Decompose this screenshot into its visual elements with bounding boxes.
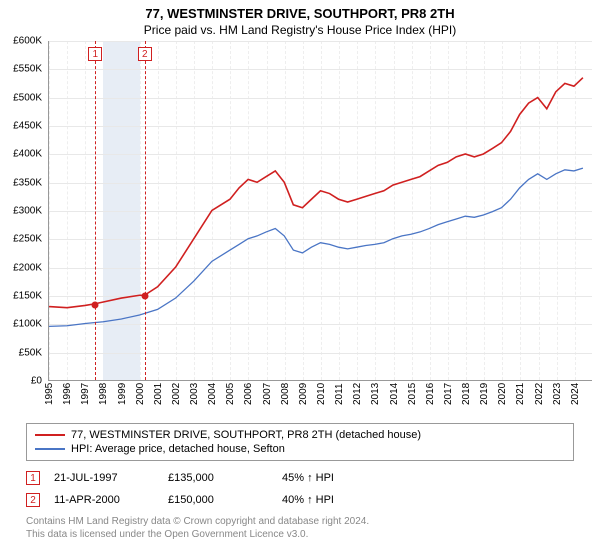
chart-title: 77, WESTMINSTER DRIVE, SOUTHPORT, PR8 2T…	[0, 0, 600, 21]
legend-label: 77, WESTMINSTER DRIVE, SOUTHPORT, PR8 2T…	[71, 429, 421, 441]
marker-line	[95, 41, 96, 380]
transaction-price: £135,000	[168, 472, 268, 484]
footer-line: This data is licensed under the Open Gov…	[26, 528, 574, 541]
y-tick-label: £450K	[13, 121, 42, 132]
chart-area: £0 £50K £100K £150K £200K £250K £300K £350K £400…	[0, 41, 600, 421]
series-line	[49, 168, 583, 326]
legend-swatch	[35, 434, 65, 436]
x-tick-label: 2012	[352, 383, 363, 405]
transaction-marker: 1	[26, 471, 40, 485]
x-tick-label: 1998	[98, 383, 109, 405]
y-axis: £0£50K£100K£150K£200K£250K£300K£350K£400…	[0, 41, 48, 381]
chart-subtitle: Price paid vs. HM Land Registry's House …	[0, 21, 600, 41]
transaction-row: 1 21-JUL-1997 £135,000 45% ↑ HPI	[26, 467, 574, 489]
legend-label: HPI: Average price, detached house, Seft…	[71, 443, 285, 455]
y-tick-label: £600K	[13, 36, 42, 47]
y-tick-label: £250K	[13, 234, 42, 245]
marker-label: 2	[138, 47, 152, 61]
x-tick-label: 2015	[407, 383, 418, 405]
x-tick-label: 2008	[280, 383, 291, 405]
x-tick-label: 2000	[135, 383, 146, 405]
x-tick-label: 1999	[117, 383, 128, 405]
y-tick-label: £0	[31, 376, 42, 387]
y-tick-label: £100K	[13, 319, 42, 330]
transaction-table: 1 21-JUL-1997 £135,000 45% ↑ HPI 2 11-APR-200…	[26, 467, 574, 511]
y-tick-label: £350K	[13, 177, 42, 188]
x-tick-label: 2016	[425, 383, 436, 405]
transaction-date: 11-APR-2000	[54, 494, 154, 506]
legend-item: HPI: Average price, detached house, Seft…	[35, 442, 565, 456]
x-tick-label: 1996	[62, 383, 73, 405]
y-tick-label: £500K	[13, 92, 42, 103]
transaction-row: 2 11-APR-2000 £150,000 40% ↑ HPI	[26, 489, 574, 511]
y-tick-label: £50K	[19, 347, 42, 358]
x-tick-label: 2014	[389, 383, 400, 405]
x-tick-label: 2013	[370, 383, 381, 405]
x-tick-label: 2017	[443, 383, 454, 405]
x-axis: 1995199619971998199920002001200220032004…	[48, 381, 592, 421]
x-tick-label: 2024	[570, 383, 581, 405]
y-tick-label: £550K	[13, 64, 42, 75]
x-tick-label: 2022	[534, 383, 545, 405]
legend-swatch	[35, 448, 65, 450]
chart-container: 77, WESTMINSTER DRIVE, SOUTHPORT, PR8 2T…	[0, 0, 600, 560]
x-tick-label: 2020	[497, 383, 508, 405]
transaction-price: £150,000	[168, 494, 268, 506]
plot-area: 12	[48, 41, 592, 381]
footer: Contains HM Land Registry data © Crown c…	[26, 515, 574, 541]
x-tick-label: 2011	[334, 383, 345, 405]
y-tick-label: £400K	[13, 149, 42, 160]
marker-label: 1	[88, 47, 102, 61]
x-tick-label: 2004	[207, 383, 218, 405]
marker-dot	[92, 301, 99, 308]
x-tick-label: 2002	[171, 383, 182, 405]
x-tick-label: 2023	[552, 383, 563, 405]
footer-line: Contains HM Land Registry data © Crown c…	[26, 515, 574, 528]
marker-dot	[141, 293, 148, 300]
x-tick-label: 2010	[316, 383, 327, 405]
x-tick-label: 2001	[153, 383, 164, 405]
transaction-relative: 40% ↑ HPI	[282, 494, 382, 506]
legend: 77, WESTMINSTER DRIVE, SOUTHPORT, PR8 2T…	[26, 423, 574, 461]
transaction-marker: 2	[26, 493, 40, 507]
legend-item: 77, WESTMINSTER DRIVE, SOUTHPORT, PR8 2T…	[35, 428, 565, 442]
x-tick-label: 2005	[225, 383, 236, 405]
x-tick-label: 2009	[298, 383, 309, 405]
x-tick-label: 1995	[44, 383, 55, 405]
x-tick-label: 2007	[262, 383, 273, 405]
x-tick-label: 1997	[80, 383, 91, 405]
transaction-date: 21-JUL-1997	[54, 472, 154, 484]
transaction-relative: 45% ↑ HPI	[282, 472, 382, 484]
x-tick-label: 2018	[461, 383, 472, 405]
x-tick-label: 2003	[189, 383, 200, 405]
series-line	[49, 78, 583, 308]
line-series	[49, 41, 592, 380]
y-tick-label: £150K	[13, 291, 42, 302]
x-tick-label: 2006	[243, 383, 254, 405]
y-tick-label: £300K	[13, 206, 42, 217]
y-tick-label: £200K	[13, 262, 42, 273]
x-tick-label: 2019	[479, 383, 490, 405]
marker-line	[145, 41, 146, 380]
x-tick-label: 2021	[515, 383, 526, 405]
